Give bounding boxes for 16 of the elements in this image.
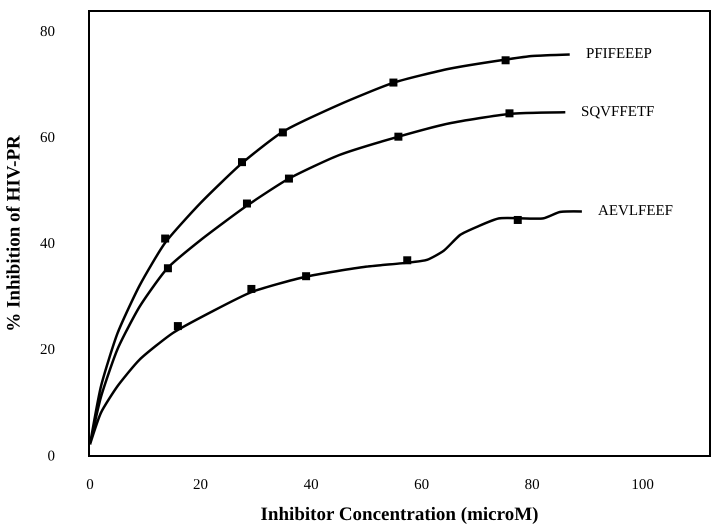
y-tick-label: 0 xyxy=(48,448,55,464)
x-tick-label: 40 xyxy=(304,477,319,493)
x-tick-label: 60 xyxy=(414,477,430,493)
y-tick-label: 60 xyxy=(40,130,55,146)
y-tick-label: 80 xyxy=(40,24,55,40)
x-tick-label: 0 xyxy=(86,477,94,493)
series-label: AEVLFEEF xyxy=(598,203,673,219)
y-axis-title: % Inhibition of HIV-PR xyxy=(3,134,24,332)
y-tick-label: 40 xyxy=(40,236,55,252)
x-tick-label: 20 xyxy=(193,477,208,493)
x-tick-label: 80 xyxy=(524,477,540,493)
series-label: SQVFFETF xyxy=(581,104,654,120)
series-label: PFIFEEEP xyxy=(586,46,652,62)
x-axis-title: Inhibitor Concentration (microM) xyxy=(260,504,538,525)
y-tick-label: 20 xyxy=(40,342,55,358)
x-tick-label: 100 xyxy=(631,477,654,493)
